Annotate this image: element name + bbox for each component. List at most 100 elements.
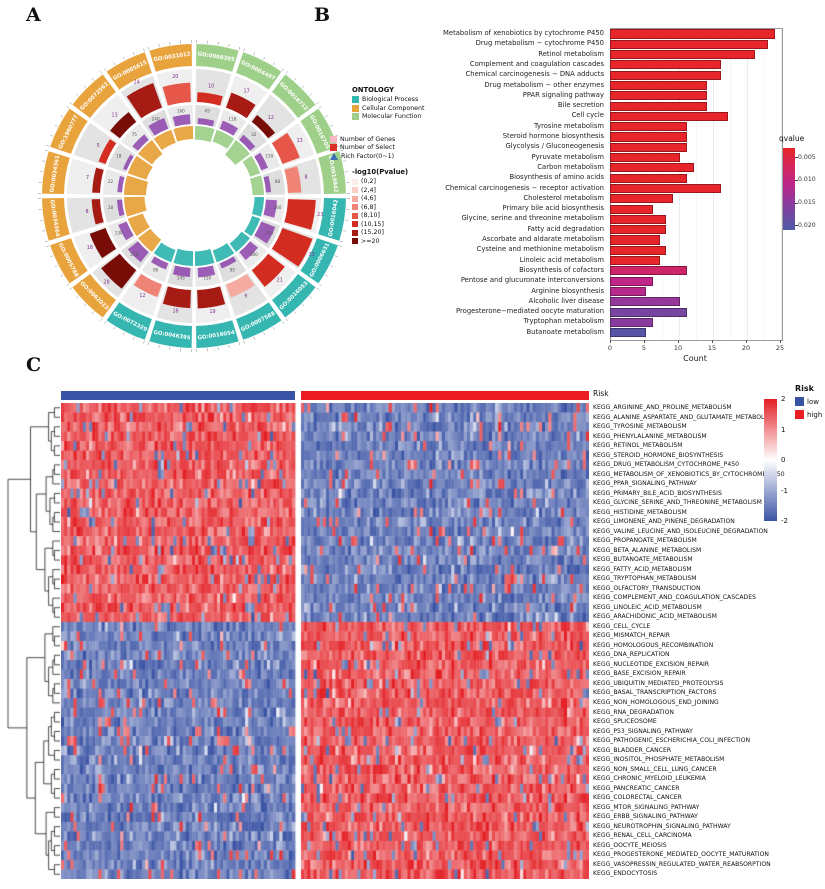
select-count-bar	[132, 134, 149, 151]
bar	[610, 142, 687, 152]
select-count-bar	[127, 241, 149, 263]
x-axis-tick-label: 10	[673, 344, 683, 352]
select-count-bar	[197, 265, 216, 278]
select-count-bar	[116, 199, 125, 217]
select-ring-bg	[121, 123, 151, 153]
gene-count-bar	[110, 112, 137, 139]
gene-count-label: 180	[250, 252, 258, 257]
bar-category-label: Complement and coagulation cascades	[469, 59, 604, 68]
bar-category-label: Glycolysis / Gluconeogenesis	[505, 142, 604, 151]
gene-count-label: 150	[203, 275, 211, 280]
gene-count-bar	[101, 253, 137, 289]
selected-count-label: 12	[268, 115, 274, 121]
panel-c-label: C	[26, 354, 42, 376]
heatmap-row-label: KEGG_CHRONIC_MYELOID_LEUKEMIA	[593, 775, 706, 783]
legend-swatch	[330, 135, 337, 143]
gene-count-bar	[92, 167, 104, 193]
legend-label: Number of Select	[340, 144, 395, 151]
legend-swatch	[352, 104, 359, 112]
bar	[610, 173, 687, 183]
go-term-segment	[318, 151, 346, 194]
risk-legend-label: low	[807, 397, 819, 406]
heatmap-row-label: KEGG_PROGESTERONE_MEDIATED_OOCYTE_MATURA…	[593, 851, 769, 859]
bar	[610, 60, 721, 70]
axis-tick	[309, 93, 312, 96]
legend-swatch	[352, 178, 358, 185]
bar-category-label: Fatty acid degradation	[527, 224, 605, 233]
rich-factor-arc	[194, 249, 215, 266]
axis-tick	[158, 43, 160, 48]
legend-swatch	[352, 204, 358, 210]
go-term-segment	[106, 302, 152, 340]
panel-a-label: A	[26, 4, 41, 26]
risk-annotation-high	[301, 391, 589, 400]
heatmap-row-label: KEGG_BASE_EXCISION_REPAIR	[593, 670, 686, 678]
bar-category-label: Retinol metabolism	[538, 49, 604, 58]
bar-category-label: Tyrosine metabolism	[533, 121, 604, 130]
gene-count-label: 28	[108, 205, 114, 210]
axis-tick	[342, 230, 347, 232]
heatmap-row-label: KEGG_ARACHIDONIC_ACID_METABOLISM	[593, 613, 717, 621]
bar-category-label: Pentose and glucuronate interconversions	[460, 276, 604, 285]
heatmap-row-label: KEGG_ENDOCYTOSIS	[593, 870, 658, 878]
axis-tick	[302, 85, 305, 88]
qvalue-tick-label: 0.015	[798, 199, 816, 207]
pvalue-legend-item: (15,20]	[352, 229, 408, 236]
axis-tick	[342, 160, 347, 162]
select-count-bar	[219, 256, 237, 269]
x-axis-tick	[746, 340, 747, 343]
axis-tick	[46, 145, 50, 147]
heatmap-row-label: KEGG_ARGININE_AND_PROLINE_METABOLISM	[593, 404, 732, 411]
x-axis-tick	[644, 340, 645, 343]
x-axis-tick-label: 20	[741, 344, 751, 352]
gene-count-bar	[162, 286, 191, 309]
heatmap-row-label: KEGG_BUTANOATE_METABOLISM	[593, 556, 693, 564]
selected-count-label: 19	[209, 309, 215, 315]
heatmap-row-label: KEGG_SPLICEOSOME	[593, 718, 657, 726]
bar-category-label: Tryptophan metabolism	[523, 317, 604, 326]
legend-label: (8,10]	[361, 212, 380, 219]
bar	[610, 286, 646, 297]
heatmap-row-label: KEGG_METABOLISM_OF_XENOBIOTICS_BY_CYTOCH…	[593, 470, 785, 478]
row-dendrogram	[6, 403, 60, 879]
gene-count-label: 88	[275, 179, 281, 184]
axis-tick	[113, 326, 116, 330]
axis-tick	[66, 283, 69, 286]
pvalue-legend-item: (4,6]	[352, 195, 408, 202]
axis-tick	[83, 304, 86, 307]
selected-count-label: 18	[172, 309, 178, 315]
selected-count-label: 12	[139, 293, 145, 299]
legend-label: (2,4]	[361, 186, 376, 194]
gene-count-label: 118	[228, 117, 236, 122]
gene-count-label: 95	[230, 267, 236, 272]
axis-tick	[41, 160, 46, 162]
go-term-id: GO:0019842	[327, 155, 339, 193]
heatmap-row-label: KEGG_VALINE_LEUCINE_AND_ISOLEUCINE_DEGRA…	[593, 527, 768, 535]
pvalue-legend: -log10(Pvalue) (0,2] (2,4] (4,6] (6,8] (8,10…	[352, 168, 408, 246]
legend-label: >=20	[361, 237, 380, 245]
heatmap-row-label: KEGG_DRUG_METABOLISM_CYTOCHROME_P450	[593, 461, 739, 469]
axis-tick	[272, 62, 275, 66]
heatmap-row-label: KEGG_NEUROTROPHIN_SIGNALING_PATHWAY	[593, 822, 731, 830]
axis-tick	[104, 68, 107, 71]
heatmap-row-label: KEGG_INOSITOL_PHOSPHATE_METABOLISM	[593, 756, 725, 764]
qvalue-tick-label: 0.020	[798, 221, 816, 229]
rich-factor-arc	[124, 175, 149, 196]
selected-count-label: 28	[104, 279, 110, 285]
axis-tick	[302, 304, 305, 307]
axis-tick	[69, 287, 72, 290]
pvalue-legend-item: >=20	[352, 238, 408, 245]
heatmap-row-label: KEGG_LINOLEIC_ACID_METABOLISM	[593, 603, 702, 611]
axis-tick	[319, 106, 322, 109]
axis-tick	[324, 115, 328, 118]
legend-swatch	[352, 187, 358, 193]
axis-tick	[309, 296, 312, 299]
axis-tick	[76, 296, 79, 299]
rich-factor-arc	[212, 243, 235, 263]
go-term-segment	[272, 274, 316, 318]
bar	[610, 153, 680, 163]
heatmap-row-label: KEGG_PANCREATIC_CANCER	[593, 784, 680, 792]
heatmap-row-label: KEGG_STEROID_HORMONE_BIOSYNTHESIS	[593, 451, 724, 459]
heatmap-row-label: KEGG_HISTIDINE_METABOLISM	[593, 508, 687, 516]
heatmap-row-label: KEGG_VASOPRESSIN_REGULATED_WATER_REABSOR…	[593, 860, 771, 868]
